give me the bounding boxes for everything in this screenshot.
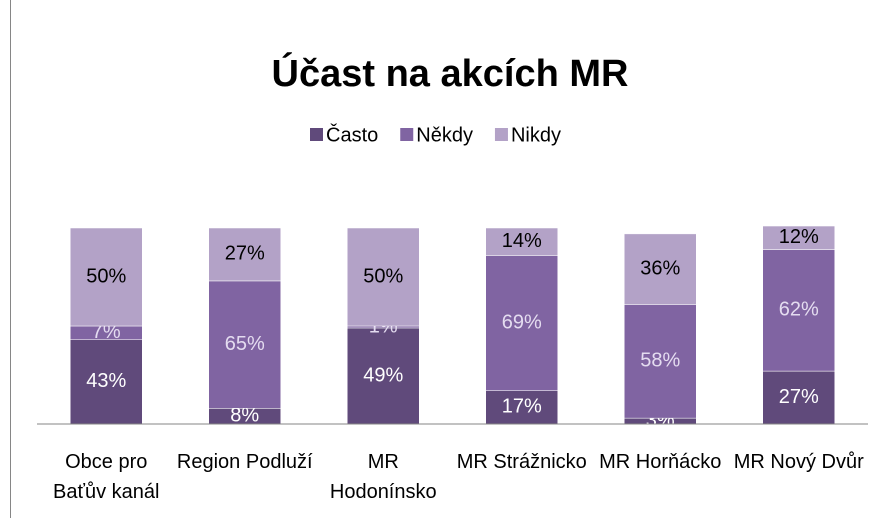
data-label: 36% — [640, 257, 680, 279]
bar-segment — [208, 227, 281, 282]
bar-segment — [208, 280, 281, 409]
bar-segment — [347, 327, 420, 425]
data-label: 49% — [363, 364, 403, 386]
bar-segment — [70, 339, 143, 425]
chart-title: Účast na akcích MR — [272, 51, 629, 95]
data-label: 17% — [502, 396, 542, 418]
bar-segment — [485, 227, 558, 256]
bar-segment — [762, 225, 835, 250]
chart-border — [10, 0, 884, 518]
data-label: 58% — [640, 350, 680, 372]
data-label: 50% — [86, 265, 126, 287]
data-label: 65% — [225, 333, 265, 355]
data-label: 62% — [779, 299, 819, 321]
bar-segment — [485, 255, 558, 391]
data-label: 27% — [779, 386, 819, 408]
x-tick-label: Region Podluží — [176, 451, 313, 473]
legend-label: Nikdy — [511, 124, 561, 146]
data-label: 27% — [225, 243, 265, 265]
data-label: 50% — [363, 265, 403, 287]
bar-segment — [624, 304, 697, 419]
bar-segment — [624, 233, 697, 305]
legend-label: Někdy — [416, 124, 473, 146]
data-label: 43% — [86, 370, 126, 392]
bar-segment — [485, 390, 558, 425]
data-label: 14% — [502, 230, 542, 252]
data-label: 69% — [502, 311, 542, 333]
x-tick-label: MR Hodonínsko — [329, 451, 437, 503]
x-tick-label: Obce pro Baťův kanál — [53, 451, 160, 503]
legend-swatch — [310, 128, 323, 141]
data-label: 8% — [230, 404, 259, 426]
bar-segment — [762, 370, 835, 425]
x-tick-label: MR Strážnicko — [456, 451, 587, 473]
x-tick-label: MR Horňácko — [599, 451, 722, 473]
x-tick-label: MR Nový Dvůr — [733, 451, 864, 473]
data-label: 12% — [779, 226, 819, 248]
bar-segment — [347, 227, 420, 327]
data-label: 7% — [92, 321, 121, 343]
legend-swatch — [400, 128, 414, 141]
bar-segment — [762, 249, 835, 372]
legend-swatch — [494, 128, 508, 141]
bar-segment — [70, 227, 143, 327]
legend-label: Často — [326, 123, 378, 146]
